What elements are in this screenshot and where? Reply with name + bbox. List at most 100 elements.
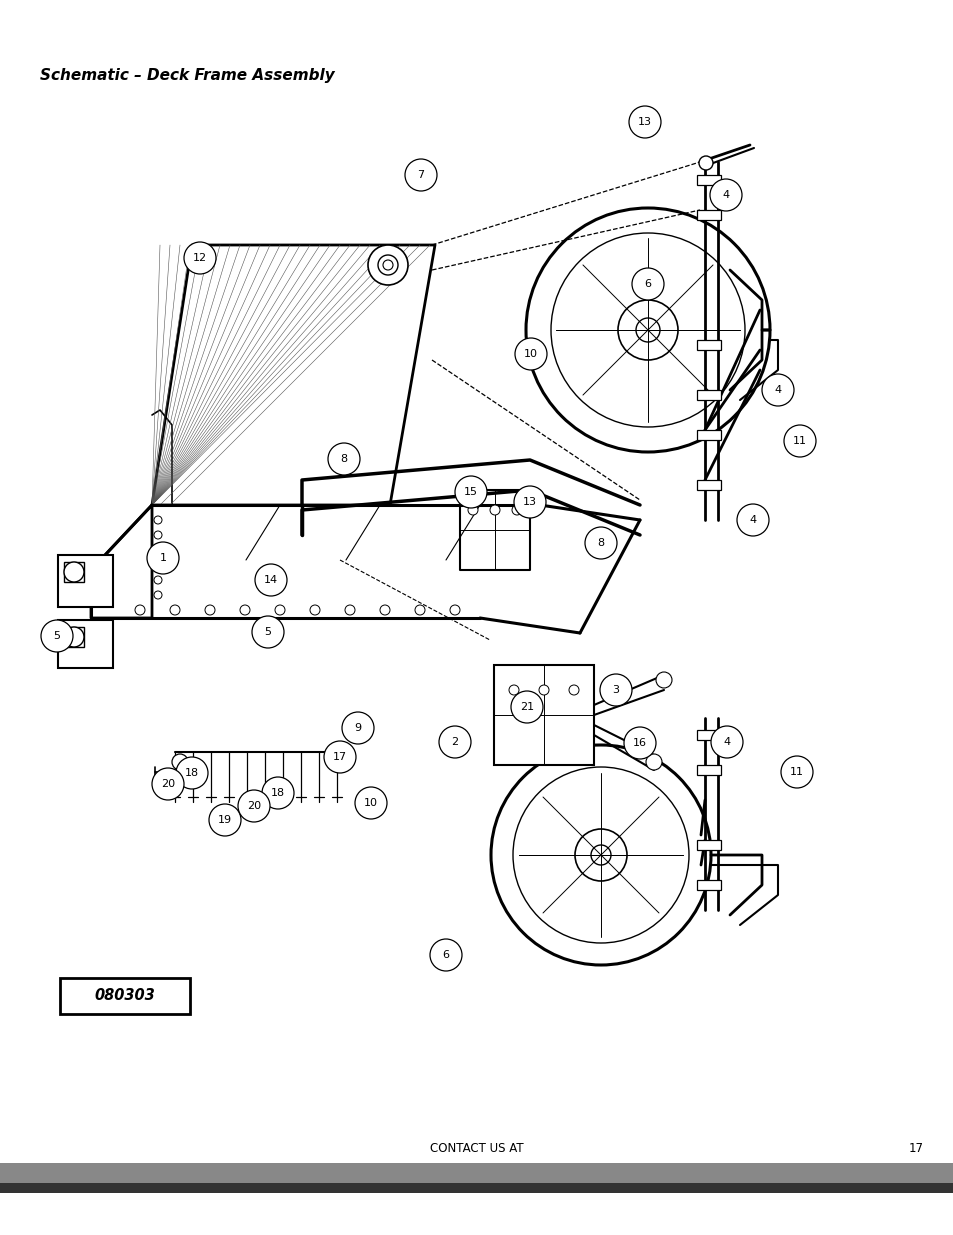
Text: 17: 17	[333, 752, 347, 762]
Bar	[494, 664, 594, 764]
Circle shape	[152, 768, 184, 800]
Text: 15: 15	[463, 487, 477, 496]
Text: 16: 16	[633, 739, 646, 748]
Circle shape	[509, 685, 518, 695]
Circle shape	[645, 755, 661, 769]
Bar	[0, 1183, 953, 1193]
Text: 8: 8	[340, 454, 347, 464]
Circle shape	[170, 605, 180, 615]
Circle shape	[551, 233, 744, 427]
Text: 9: 9	[355, 722, 361, 734]
Circle shape	[153, 561, 162, 569]
Circle shape	[525, 207, 769, 452]
Circle shape	[514, 487, 545, 517]
Circle shape	[640, 277, 655, 291]
Circle shape	[636, 317, 659, 342]
Text: 6: 6	[644, 279, 651, 289]
Circle shape	[468, 505, 477, 515]
Text: 4: 4	[774, 385, 781, 395]
Circle shape	[341, 713, 374, 743]
Circle shape	[153, 546, 162, 555]
Text: 11: 11	[792, 436, 806, 446]
Bar	[697, 210, 720, 220]
Circle shape	[584, 527, 617, 559]
Circle shape	[172, 755, 188, 769]
Circle shape	[153, 592, 162, 599]
Circle shape	[623, 727, 656, 760]
Circle shape	[781, 756, 812, 788]
Bar	[697, 840, 720, 850]
Circle shape	[153, 516, 162, 524]
Text: 8: 8	[597, 538, 604, 548]
Circle shape	[783, 425, 815, 457]
Circle shape	[209, 804, 241, 836]
Text: 10: 10	[364, 798, 377, 808]
Circle shape	[538, 685, 548, 695]
Circle shape	[405, 159, 436, 191]
Circle shape	[382, 261, 393, 270]
Text: 12: 12	[193, 253, 207, 263]
Text: 5: 5	[264, 627, 272, 637]
Circle shape	[415, 605, 424, 615]
Bar	[697, 764, 720, 776]
Circle shape	[490, 505, 499, 515]
Circle shape	[491, 745, 710, 965]
Bar	[697, 340, 720, 350]
Circle shape	[737, 504, 768, 536]
Text: 20: 20	[247, 802, 261, 811]
Circle shape	[274, 605, 285, 615]
Circle shape	[368, 245, 408, 285]
Circle shape	[455, 475, 486, 508]
Text: 4: 4	[721, 190, 729, 200]
Circle shape	[64, 562, 84, 582]
Circle shape	[656, 672, 671, 688]
Circle shape	[262, 777, 294, 809]
Circle shape	[237, 790, 270, 823]
Bar	[64, 627, 84, 647]
Bar	[58, 555, 112, 606]
Circle shape	[153, 531, 162, 538]
Text: 13: 13	[522, 496, 537, 508]
Circle shape	[761, 374, 793, 406]
Circle shape	[64, 627, 84, 647]
Circle shape	[328, 443, 359, 475]
Circle shape	[147, 542, 179, 574]
Text: 11: 11	[789, 767, 803, 777]
Bar	[697, 430, 720, 440]
Circle shape	[631, 268, 663, 300]
Circle shape	[324, 741, 355, 773]
Circle shape	[135, 605, 145, 615]
Circle shape	[355, 787, 387, 819]
Text: 18: 18	[185, 768, 199, 778]
Text: 14: 14	[264, 576, 277, 585]
Circle shape	[575, 829, 626, 881]
Bar	[0, 1163, 953, 1183]
Circle shape	[184, 242, 215, 274]
Text: 1: 1	[159, 553, 167, 563]
Circle shape	[618, 300, 678, 359]
Text: 20: 20	[161, 779, 175, 789]
Circle shape	[254, 564, 287, 597]
Circle shape	[590, 845, 610, 864]
Circle shape	[153, 576, 162, 584]
Text: 080303: 080303	[94, 988, 155, 1004]
Circle shape	[310, 605, 319, 615]
Bar	[64, 562, 84, 582]
Circle shape	[205, 605, 214, 615]
Circle shape	[511, 692, 542, 722]
Text: 5: 5	[53, 631, 60, 641]
Text: 10: 10	[523, 350, 537, 359]
Bar	[697, 730, 720, 740]
Bar	[697, 175, 720, 185]
Bar	[58, 620, 112, 668]
Circle shape	[252, 616, 284, 648]
Circle shape	[568, 685, 578, 695]
Circle shape	[175, 757, 208, 789]
Circle shape	[450, 605, 459, 615]
Text: Schematic – Deck Frame Assembly: Schematic – Deck Frame Assembly	[40, 68, 335, 83]
Text: CONTACT US AT: CONTACT US AT	[430, 1142, 523, 1155]
Circle shape	[628, 106, 660, 138]
Text: 6: 6	[442, 950, 449, 960]
Circle shape	[438, 726, 471, 758]
Text: 17: 17	[908, 1142, 923, 1155]
